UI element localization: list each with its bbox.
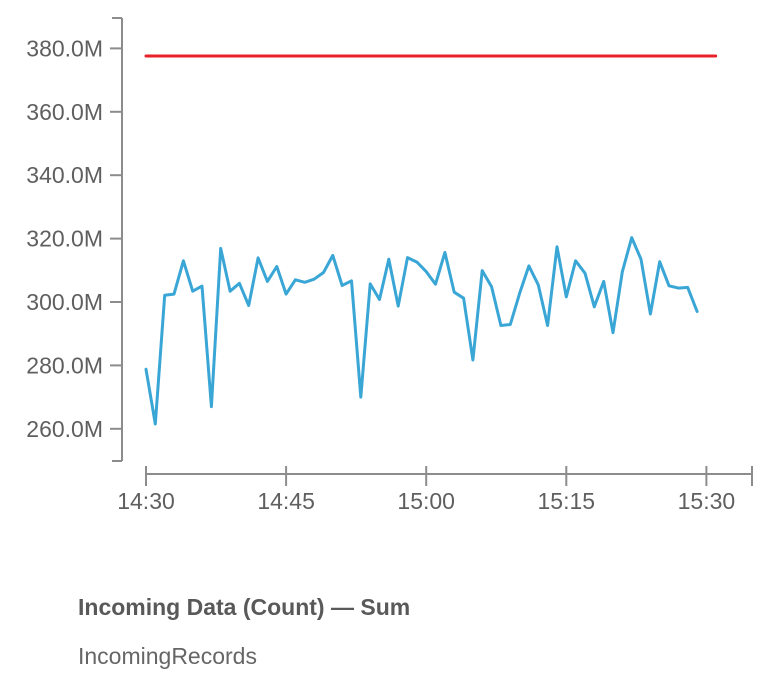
y-tick-label: 300.0M — [26, 289, 103, 315]
line-chart: 380.0M 360.0M 340.0M 320.0M 300.0M 280.0M 260.… — [26, 17, 753, 514]
series-layer — [144, 54, 718, 426]
y-tick-label: 260.0M — [26, 416, 103, 442]
y-tick-label: 380.0M — [26, 35, 103, 61]
y-tick-label: 340.0M — [26, 162, 103, 188]
series-line-incoming — [144, 236, 699, 426]
x-tick-label: 14:30 — [117, 488, 175, 514]
y-tick-label: 280.0M — [26, 352, 103, 378]
x-tick-label: 15:15 — [538, 488, 596, 514]
x-axis: 14:30 14:45 15:00 15:15 15:30 — [117, 466, 753, 514]
x-tick-label: 14:45 — [257, 488, 315, 514]
x-tick-label: 15:00 — [397, 488, 455, 514]
chart-subtitle: IncomingRecords — [78, 643, 257, 669]
x-tick-label: 15:30 — [678, 488, 736, 514]
y-tick-label: 320.0M — [26, 226, 103, 252]
chart-title: Incoming Data (Count) — Sum — [78, 594, 411, 620]
y-tick-label: 360.0M — [26, 99, 103, 125]
y-axis: 380.0M 360.0M 340.0M 320.0M 300.0M 280.0M 260.… — [26, 17, 123, 462]
